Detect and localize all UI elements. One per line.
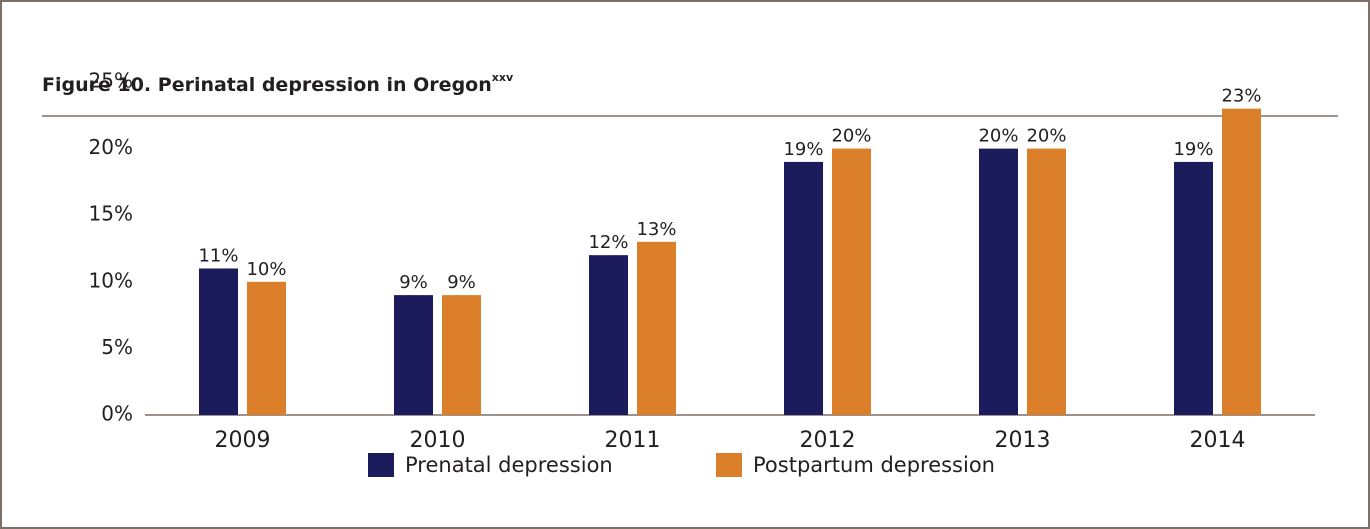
legend-label: Postpartum depression: [753, 453, 995, 477]
value-label: 20%: [978, 126, 1018, 147]
value-label: 20%: [1026, 126, 1066, 147]
title-main: Figure 10. Perinatal depression in Orego…: [42, 74, 492, 96]
value-label: 19%: [1173, 139, 1213, 160]
x-tick-label: 2011: [605, 428, 661, 453]
legend-swatch: [716, 453, 742, 477]
y-tick-label: 5%: [101, 335, 133, 359]
y-tick-label: 25%: [89, 69, 133, 93]
legend-label: Prenatal depression: [405, 453, 613, 477]
value-label: 12%: [588, 232, 628, 253]
value-label: 11%: [198, 245, 238, 266]
y-tick-label: 0%: [101, 402, 133, 426]
value-label: 20%: [831, 126, 871, 147]
x-tick-label: 2010: [410, 428, 466, 453]
bar: [784, 161, 823, 415]
x-tick-label: 2013: [995, 428, 1051, 453]
y-tick-label: 15%: [89, 202, 133, 226]
bar: [394, 295, 433, 415]
chart-title: Figure 10. Perinatal depression in Orego…: [42, 71, 514, 96]
value-label: 9%: [399, 272, 428, 293]
y-tick-label: 20%: [89, 135, 133, 159]
bar: [637, 241, 676, 415]
value-label: 23%: [1221, 86, 1261, 107]
value-label: 19%: [783, 139, 823, 160]
bar: [832, 148, 871, 415]
bar: [1174, 161, 1213, 415]
x-tick-label: 2014: [1190, 428, 1246, 453]
x-tick-label: 2009: [215, 428, 271, 453]
bar: [589, 255, 628, 415]
legend-swatch: [368, 453, 394, 477]
value-label: 13%: [636, 219, 676, 240]
bar: [247, 281, 286, 415]
bar: [1027, 148, 1066, 415]
bar: [979, 148, 1018, 415]
value-label: 9%: [447, 272, 476, 293]
x-tick-label: 2012: [800, 428, 856, 453]
y-tick-label: 10%: [89, 268, 133, 292]
bar: [1222, 108, 1261, 415]
bar: [442, 295, 481, 415]
value-label: 10%: [246, 259, 286, 280]
bar: [199, 268, 238, 415]
title-note: xxv: [492, 71, 514, 84]
